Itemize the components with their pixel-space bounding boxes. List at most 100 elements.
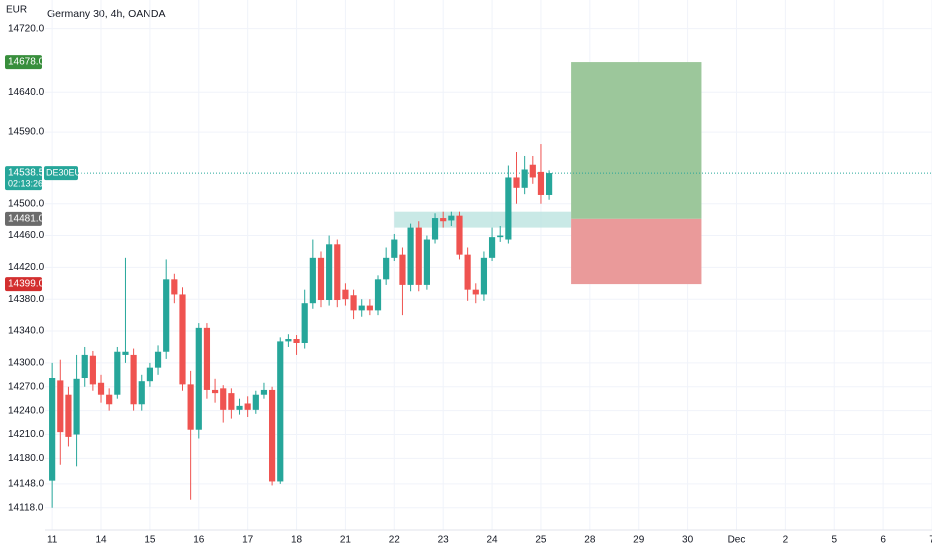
x-tick-label: 14 — [95, 535, 107, 546]
candle-body — [154, 351, 162, 368]
y-tick-label: 14180.0 — [8, 453, 45, 464]
candle-body — [415, 227, 422, 285]
candle-body — [350, 295, 357, 311]
profit-zone — [571, 62, 702, 219]
candle-body — [211, 389, 219, 394]
x-tick-label: 11 — [47, 535, 58, 546]
candle-body — [399, 254, 406, 285]
candle-body — [269, 389, 276, 482]
candle-body — [57, 380, 64, 433]
candle-body — [488, 237, 496, 258]
candle-body — [391, 239, 398, 258]
x-tick-label: 28 — [584, 535, 596, 546]
candle-body — [114, 351, 121, 395]
candle-body — [260, 389, 268, 395]
candle-body — [456, 215, 463, 255]
stop-label-bg — [5, 277, 42, 292]
entry-label-bg — [5, 211, 42, 226]
x-tick-label: 22 — [389, 535, 401, 546]
x-tick-label: 21 — [340, 535, 352, 546]
candle-body — [505, 177, 512, 240]
candle-body — [171, 279, 178, 295]
candle-body — [448, 215, 455, 221]
candle-body — [285, 339, 292, 342]
candle-body — [236, 405, 243, 410]
x-tick-label: 29 — [633, 535, 645, 546]
x-tick-label: 7 — [929, 535, 932, 546]
y-tick-label: 14340.0 — [8, 326, 45, 337]
target-label-bg — [5, 55, 42, 70]
x-tick-label: 25 — [535, 535, 547, 546]
x-tick-label: 16 — [193, 535, 205, 546]
y-tick-label: 14210.0 — [8, 429, 45, 440]
candle-body — [440, 218, 447, 222]
candle-body — [546, 173, 553, 195]
x-tick-label: 17 — [242, 535, 254, 546]
candle-body — [252, 394, 259, 410]
last-price-bg — [5, 166, 42, 191]
currency-label: EUR — [6, 5, 27, 16]
symbol-label: DE30EUR — [46, 167, 88, 177]
candle-body — [497, 235, 504, 238]
stop-label: 14399.0 — [8, 279, 45, 290]
y-tick-label: 14118.0 — [8, 502, 44, 513]
x-tick-label: Dec — [728, 535, 746, 546]
candle-body — [358, 305, 365, 311]
x-tick-label: 5 — [831, 535, 837, 546]
plot-area — [45, 0, 932, 531]
candle-body — [472, 289, 479, 295]
candle-body — [187, 384, 194, 430]
candle-body — [73, 378, 80, 435]
candle-body — [480, 257, 488, 295]
candle-body — [195, 327, 202, 430]
x-tick-label: 15 — [144, 535, 156, 546]
overlays: 14720.0 14640.0 14590.0 14500.0 14460.0 14420… — [5, 23, 932, 546]
y-tick-label: 14640.0 — [8, 87, 45, 98]
y-tick-label: 14380.0 — [8, 294, 45, 305]
candle-body — [513, 177, 520, 188]
countdown-label: 02:13:26 — [8, 178, 43, 188]
candle-body — [179, 294, 186, 385]
candle-body — [89, 355, 96, 385]
y-tick-label: 14300.0 — [8, 358, 45, 369]
candle-body — [293, 339, 300, 343]
candle-body — [81, 354, 88, 379]
candle-body — [220, 388, 227, 410]
last-price-label: 14538.5 — [8, 168, 45, 179]
candle-body — [106, 394, 113, 405]
y-tick-label: 14590.0 — [8, 127, 45, 138]
candle-body — [309, 257, 316, 304]
symbol-bg — [44, 166, 78, 181]
candle-body — [334, 244, 341, 301]
candle-body — [537, 171, 545, 195]
target-label: 14678.0 — [8, 57, 45, 68]
candle-body — [326, 244, 333, 301]
candle-body — [203, 327, 211, 390]
entry-label: 14481.0 — [8, 213, 45, 224]
zone — [394, 211, 572, 228]
y-tick-label: 14500.0 — [8, 198, 45, 209]
candle-body — [146, 367, 153, 382]
candle-body — [130, 354, 137, 405]
candle-body — [163, 279, 170, 352]
candle-body — [529, 164, 536, 178]
candle-body — [317, 257, 325, 301]
candle-body — [374, 279, 382, 311]
candle-body — [366, 305, 373, 311]
candle-body — [383, 257, 390, 280]
candle-body — [407, 227, 414, 285]
candle-body — [342, 289, 349, 300]
candle-body — [277, 341, 284, 482]
x-tick-label: 24 — [487, 535, 499, 546]
chart-title: Germany 30, 4h, OANDA — [47, 8, 165, 20]
x-tick-label: 18 — [291, 535, 303, 546]
x-tick-label: 23 — [438, 535, 450, 546]
candle-body — [464, 254, 471, 290]
candle-body — [521, 169, 528, 188]
y-tick-label: 14720.0 — [8, 23, 45, 34]
candle-body — [49, 378, 56, 481]
x-tick-label: 6 — [880, 535, 886, 546]
x-tick-label: 30 — [682, 535, 694, 546]
candle-body — [65, 394, 72, 437]
